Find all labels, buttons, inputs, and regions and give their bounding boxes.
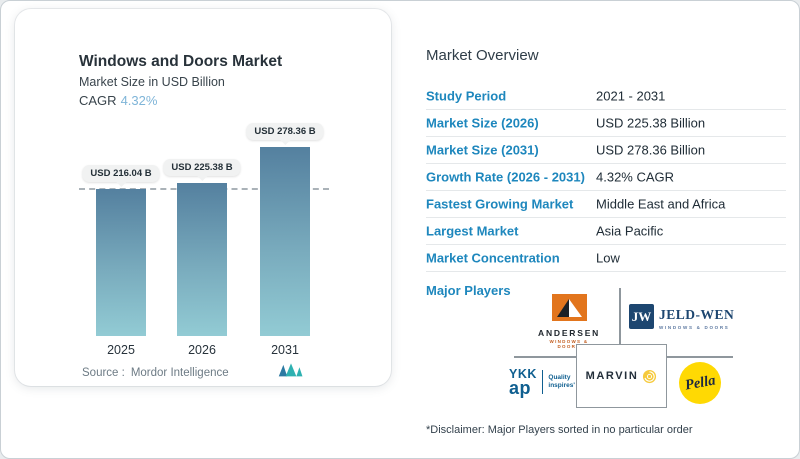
x-axis-tick-2025: 2025 (107, 343, 135, 357)
logo-connector-right (667, 356, 733, 358)
table-row: Growth Rate (2026 - 2031) 4.32% CAGR (426, 164, 786, 191)
jeld-wen-logo: JW JELD-WEN WINDOWS & DOORS (629, 304, 734, 330)
source-label: Source : (82, 367, 125, 379)
ykk-ap-logo: YKK ap Quality inspires' (509, 367, 575, 398)
row-label: Study Period (426, 88, 507, 104)
row-value: Asia Pacific (596, 223, 664, 239)
cagr-line: CAGR 4.32% (79, 93, 157, 108)
row-value: USD 278.36 Billion (596, 142, 706, 158)
table-row: Market Concentration Low (426, 245, 786, 272)
market-overview-panel: Market Overview Study Period 2021 - 2031… (426, 47, 786, 452)
andersen-tagline: WINDOWS & DOORS (549, 339, 589, 349)
jeld-wen-text: JELD-WEN WINDOWS & DOORS (659, 304, 734, 330)
andersen-wordmark: ANDERSEN (538, 328, 601, 338)
bar-value-label: USD 278.36 B (246, 123, 324, 140)
bar-2026 (177, 182, 227, 336)
panel-title: Market Overview (426, 47, 539, 64)
source-value: Mordor Intelligence (130, 367, 229, 379)
table-row: Market Size (2026) USD 225.38 Billion (426, 110, 786, 137)
andersen-logo: ANDERSEN WINDOWS & DOORS (538, 294, 600, 349)
cagr-label: CAGR (79, 93, 117, 108)
row-label: Growth Rate (2026 - 2031) (426, 169, 585, 185)
chart-title: Windows and Doors Market (79, 53, 283, 70)
major-players-logos: ANDERSEN WINDOWS & DOORS JW JELD-WEN WIN… (506, 286, 786, 416)
mordor-intelligence-logo-icon (278, 363, 303, 377)
table-row: Market Size (2031) USD 278.36 Billion (426, 137, 786, 164)
jeld-wen-monogram-icon: JW (629, 304, 654, 329)
logo-divider-vertical (619, 288, 621, 344)
ykk-ap-divider (541, 369, 544, 394)
x-axis-tick-2031: 2031 (271, 343, 299, 357)
bar-2025 (96, 189, 146, 336)
table-row: Largest Market Asia Pacific (426, 218, 786, 245)
cagr-value: 4.32% (120, 93, 158, 108)
bar-group-2025: USD 216.04 B 2025 (82, 127, 160, 357)
bar-group-2031: USD 278.36 B 2031 (246, 123, 324, 357)
major-players-label: Major Players (426, 283, 511, 298)
jeld-wen-tagline: WINDOWS & DOORS (659, 325, 730, 330)
logo-connector-left (514, 356, 576, 358)
chart-subtitle: Market Size in USD Billion (79, 75, 225, 89)
bar-value-label: USD 225.38 B (163, 158, 241, 176)
marvin-wordmark: MARVIN (585, 370, 639, 382)
pella-wordmark: Pella (683, 371, 717, 394)
row-value: 2021 - 2031 (596, 88, 666, 104)
ykk-ap-wordmark: YKK ap (509, 367, 537, 398)
bar-value-label: USD 216.04 B (82, 165, 160, 183)
ykk-ap-tagline: Quality inspires' (548, 374, 575, 389)
andersen-mark-icon (551, 294, 587, 321)
marvin-logo: MARVIN (576, 344, 667, 408)
disclaimer-text: *Disclaimer: Major Players sorted in no … (426, 424, 693, 436)
x-axis-tick-2026: 2026 (188, 343, 216, 357)
row-label: Market Size (2026) (426, 115, 539, 131)
source-attribution: Source : Mordor Intelligence (82, 367, 229, 379)
bar-chart: USD 216.04 B 2025 USD 225.38 B 2026 USD … (79, 123, 329, 357)
row-value: 4.32% CAGR (596, 169, 675, 185)
row-label: Market Size (2031) (426, 142, 539, 158)
bar-2031 (260, 147, 310, 336)
row-value: Low (596, 250, 620, 266)
row-value: USD 225.38 Billion (596, 115, 706, 131)
row-value: Middle East and Africa (596, 196, 726, 212)
row-label: Fastest Growing Market (426, 196, 574, 212)
table-row: Study Period 2021 - 2031 (426, 83, 786, 110)
overview-table: Study Period 2021 - 2031 Market Size (20… (426, 83, 786, 272)
market-size-chart-card: Windows and Doors Market Market Size in … (15, 9, 391, 386)
marvin-rose-icon (643, 369, 657, 383)
pella-logo: Pella (679, 362, 721, 404)
jeld-wen-wordmark: JELD-WEN (659, 307, 735, 322)
row-label: Market Concentration (426, 250, 560, 266)
table-row: Fastest Growing Market Middle East and A… (426, 191, 786, 218)
row-label: Largest Market (426, 223, 519, 239)
bar-group-2026: USD 225.38 B 2026 (163, 127, 241, 357)
